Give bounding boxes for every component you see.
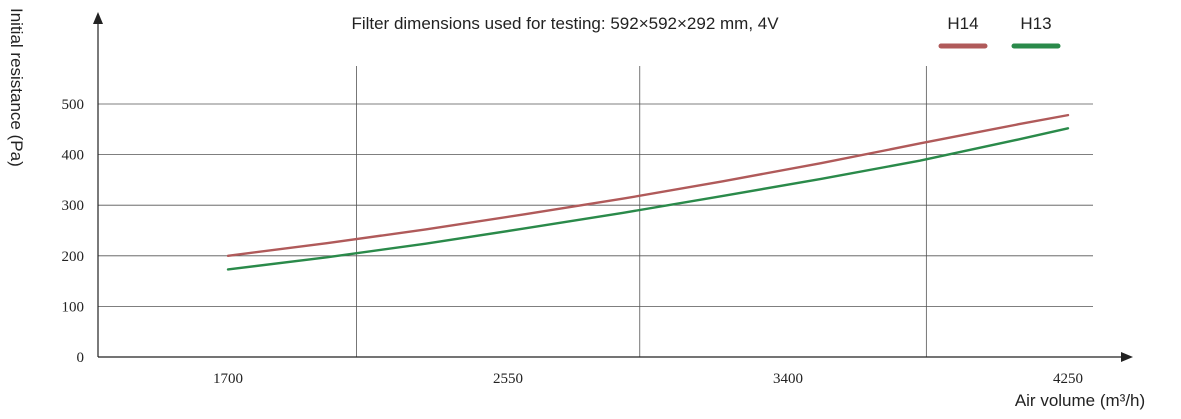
x-tick-label: 2550 — [493, 371, 523, 387]
x-tick-label: 1700 — [213, 371, 243, 387]
x-axis-label: Air volume (m³/h) — [1015, 391, 1145, 410]
series-lines — [226, 113, 1070, 271]
legend: H14 H13 — [938, 14, 1061, 49]
y-tick-label: 0 — [77, 350, 85, 366]
x-axis-arrow — [1121, 352, 1133, 362]
y-tick-label: 400 — [62, 148, 85, 164]
x-tick-label: 3400 — [773, 371, 803, 387]
x-tick-labels: 1700 2550 3400 4250 — [213, 371, 1083, 387]
y-tick-label: 200 — [62, 249, 85, 265]
y-tick-label: 500 — [62, 97, 85, 113]
series-line-h14 — [226, 113, 1070, 257]
x-tick-label: 4250 — [1053, 371, 1083, 387]
chart-title: Filter dimensions used for testing: 592×… — [351, 14, 779, 33]
axes — [93, 12, 1133, 362]
legend-label-h13: H13 — [1020, 14, 1051, 33]
y-tick-label: 300 — [62, 198, 85, 214]
legend-label-h14: H14 — [947, 14, 978, 33]
y-axis-arrow — [93, 12, 103, 24]
y-axis-label: Initial resistance (Pa) — [7, 8, 26, 167]
grid — [98, 66, 1093, 357]
series-line-h13 — [226, 127, 1070, 271]
y-tick-labels: 0 100 200 300 400 500 — [62, 97, 85, 366]
y-tick-label: 100 — [62, 299, 85, 315]
